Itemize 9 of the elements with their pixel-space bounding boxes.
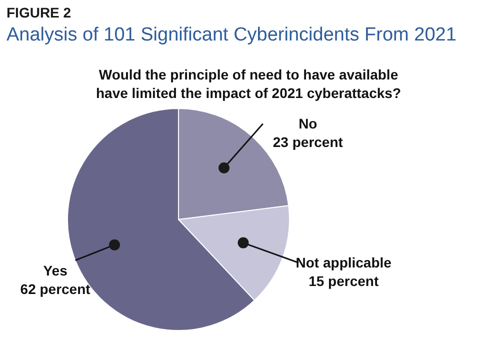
slice-label: No bbox=[298, 116, 318, 132]
slice-label: Not applicable bbox=[296, 254, 392, 271]
chart-subtitle: Would the principle of need to have available have limited the impact of 2021 cyberattacks? bbox=[96, 66, 402, 101]
data-label: 15 percent bbox=[308, 273, 379, 290]
data-label: 62 percent bbox=[20, 280, 91, 297]
data-label: 23 percent bbox=[272, 134, 344, 150]
chart-title: Analysis of 101 Significant Cyberincidents From 2021 bbox=[6, 24, 456, 46]
caption: FIGURE 2 bbox=[6, 4, 72, 20]
slice-label: Yes bbox=[43, 262, 68, 278]
